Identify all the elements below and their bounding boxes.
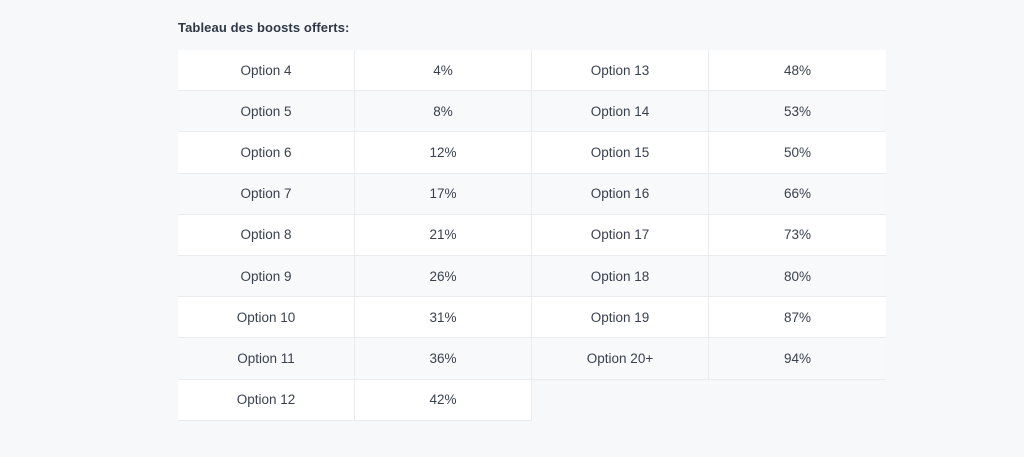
boost-value-cell: 80% (783, 268, 812, 284)
option-label-cell: Option 16 (532, 173, 709, 214)
option-label-cell: Option 13 (532, 50, 709, 91)
table-row: Option 11 36% (178, 338, 532, 380)
boost-value-cell: 87% (783, 309, 812, 325)
boost-value-cell: 66% (783, 186, 812, 202)
table-row: Option 15 50% (532, 132, 886, 174)
option-label-cell: Option 15 (532, 132, 709, 173)
table-row: Option 18 80% (532, 255, 886, 298)
option-label-cell: Option 5 (178, 91, 355, 132)
boosts-table-right-half: Option 13 48% Option 14 53% Option 15 50… (532, 50, 886, 380)
boosts-table: Option 4 4% Option 5 8% Option 6 12% Opt… (178, 50, 886, 421)
table-row: Option 19 87% (532, 297, 886, 339)
table-row: Option 12 42% (178, 379, 532, 421)
table-row: Option 6 12% (178, 132, 532, 174)
option-label-cell: Option 6 (178, 132, 355, 173)
boosts-table-left-half: Option 4 4% Option 5 8% Option 6 12% Opt… (178, 50, 532, 421)
table-row: Option 13 48% (532, 50, 886, 92)
option-label-cell: Option 9 (178, 255, 355, 297)
option-label-cell: Option 14 (532, 91, 709, 132)
boost-value-cell: 94% (783, 350, 812, 366)
table-row: Option 14 53% (532, 91, 886, 133)
table-row: Option 4 4% (178, 50, 532, 92)
boost-value-cell: 48% (783, 62, 812, 78)
table-row: Option 5 8% (178, 91, 532, 133)
boost-value-cell: 21% (355, 214, 532, 255)
option-label-cell: Option 10 (178, 297, 355, 338)
option-label-cell: Option 17 (532, 214, 709, 255)
option-label-cell: Option 20+ (532, 338, 709, 379)
boost-value-cell: 26% (355, 255, 532, 297)
option-label-cell: Option 19 (532, 297, 709, 338)
boost-value-cell: 36% (355, 338, 532, 379)
boost-value-cell: 53% (783, 103, 812, 119)
table-row: Option 9 26% (178, 255, 532, 298)
boost-value-cell: 50% (783, 144, 812, 160)
option-label-cell: Option 7 (178, 173, 355, 214)
option-label-cell: Option 12 (178, 379, 355, 420)
boost-value-cell: 8% (355, 91, 532, 132)
option-label-cell: Option 11 (178, 338, 355, 379)
boost-value-cell: 17% (355, 173, 532, 214)
table-row: Option 16 66% (532, 173, 886, 215)
table-row: Option 17 73% (532, 214, 886, 256)
boost-value-cell: 12% (355, 132, 532, 173)
boost-value-cell: 73% (783, 227, 812, 243)
table-row: Option 7 17% (178, 173, 532, 215)
table-row: Option 8 21% (178, 214, 532, 256)
boost-value-cell: 31% (355, 297, 532, 338)
option-label-cell: Option 8 (178, 214, 355, 255)
option-label-cell: Option 18 (532, 255, 709, 297)
table-row: Option 10 31% (178, 297, 532, 339)
page-title: Tableau des boosts offerts: (178, 20, 350, 35)
boost-value-cell: 42% (355, 379, 532, 420)
option-label-cell: Option 4 (178, 50, 355, 91)
boost-value-cell: 4% (355, 50, 532, 91)
table-row: Option 20+ 94% (532, 338, 886, 380)
